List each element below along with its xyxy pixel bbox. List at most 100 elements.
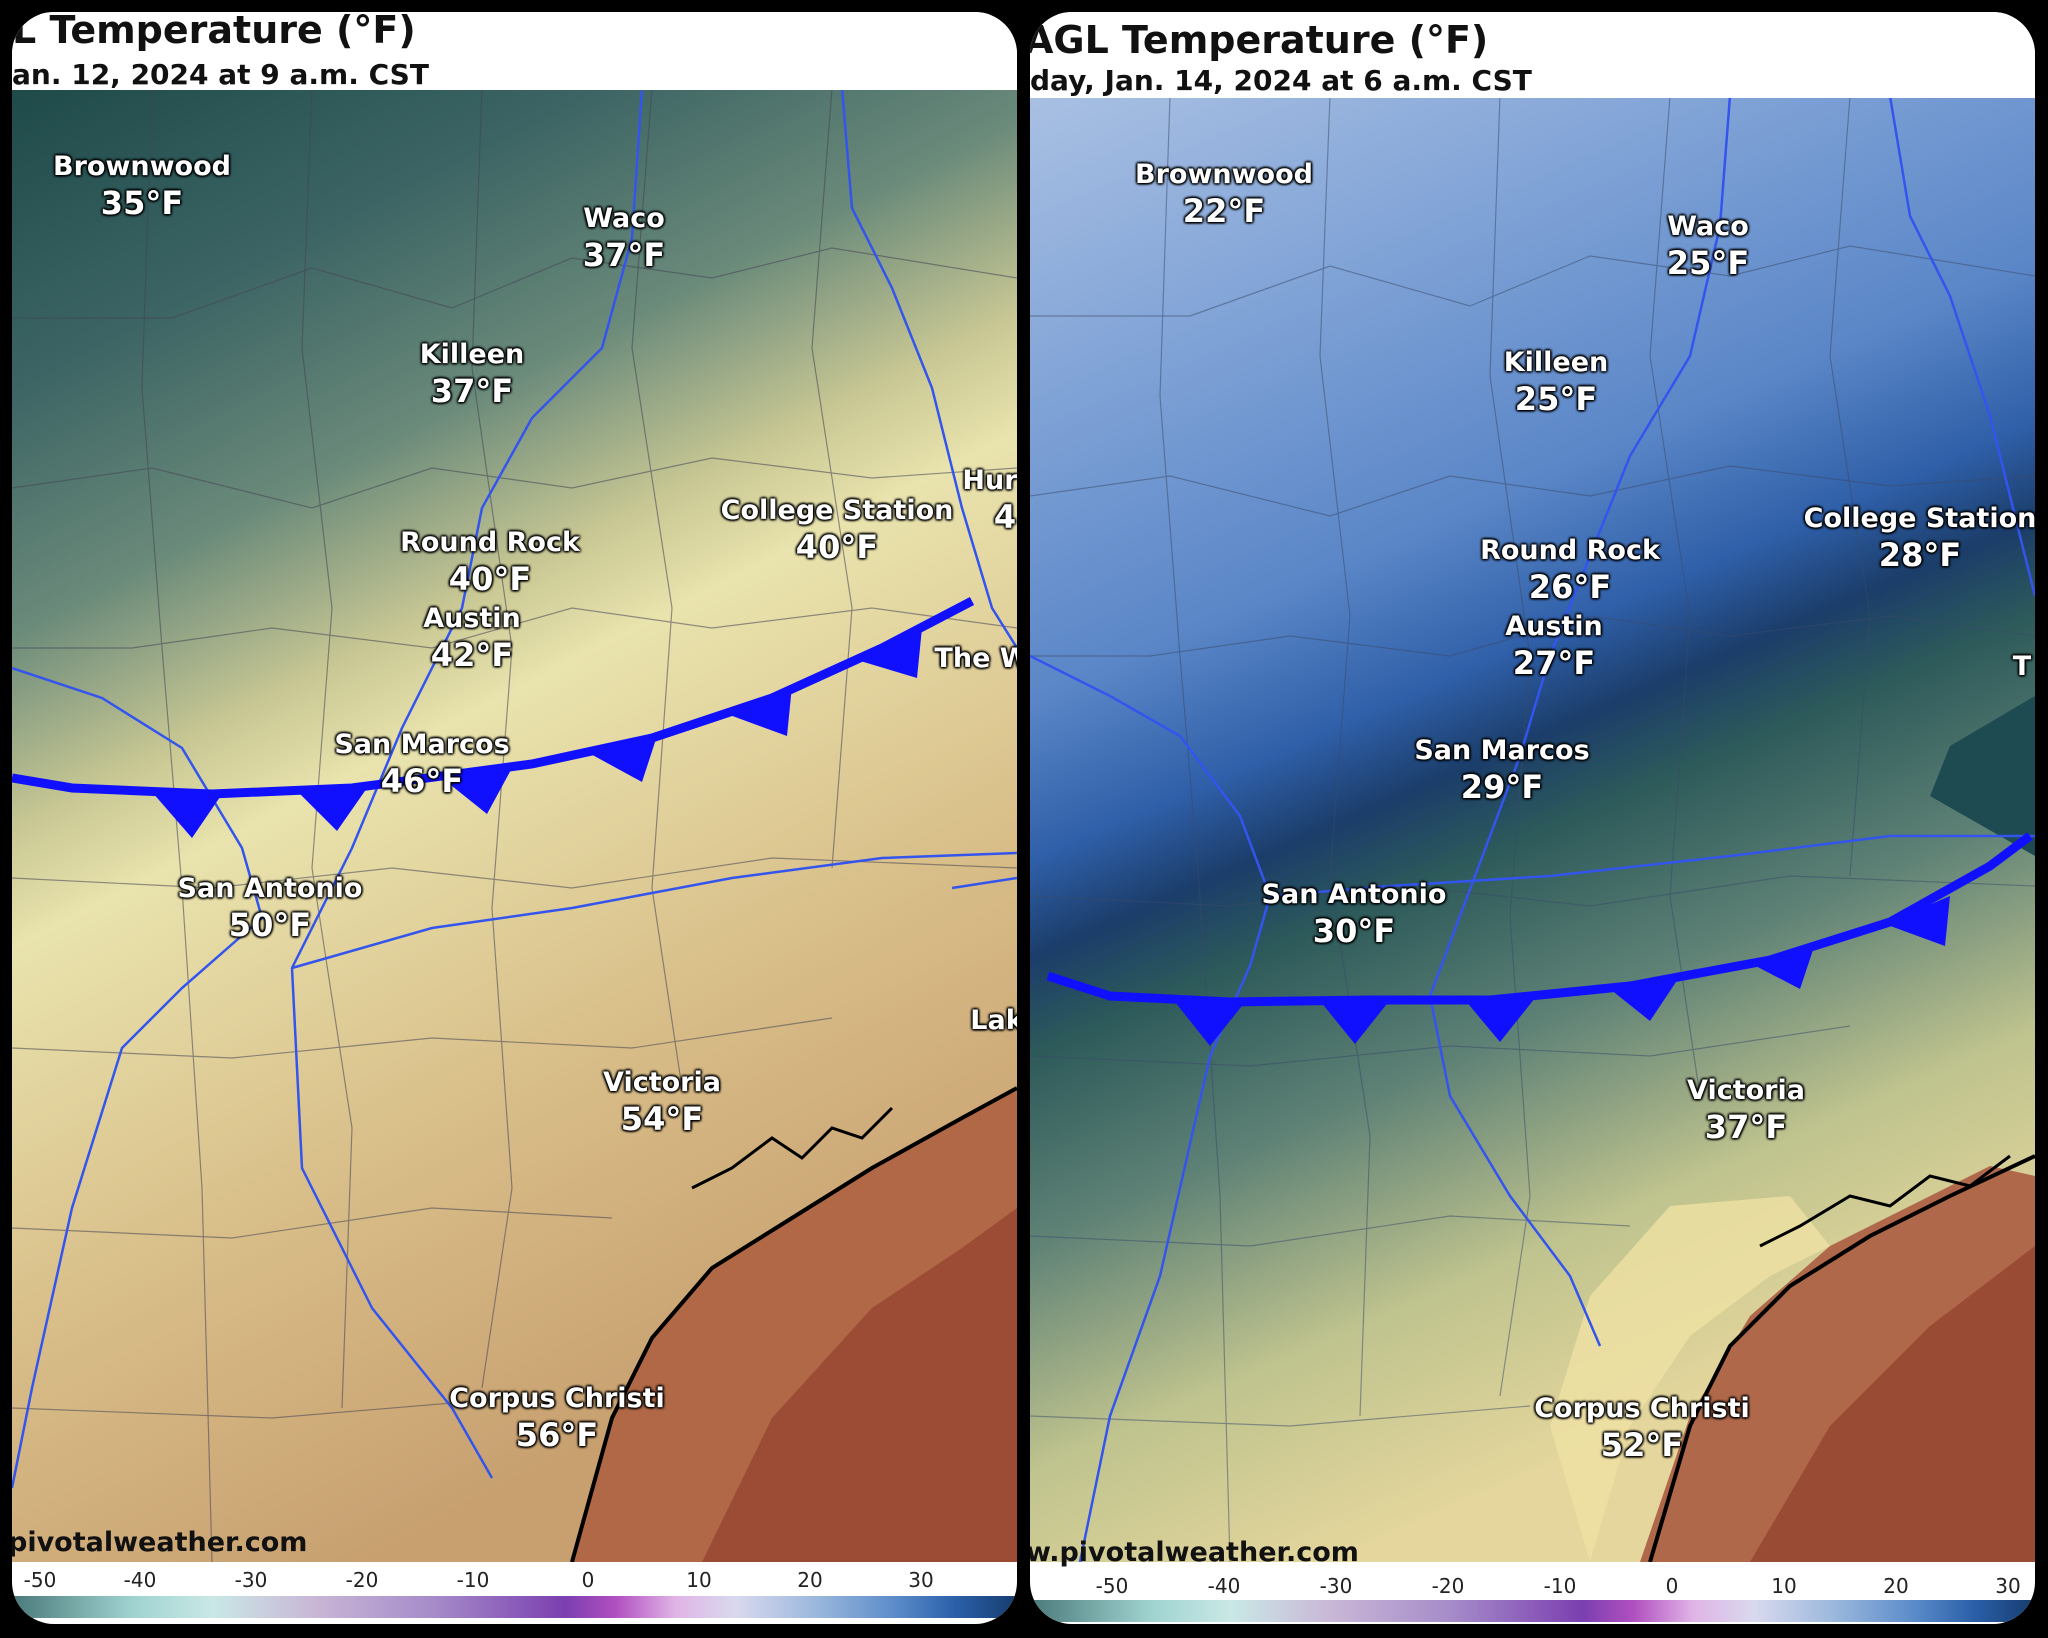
city-temp: 46°F [380,762,464,800]
city-name: College Station [1803,503,2035,534]
city-name: Round Rock [400,527,580,558]
city-temp: 29°F [1460,768,1544,806]
city-label-brownwood: Brownwood 22°F [1135,158,1313,230]
scale-tick: -20 [1431,1574,1465,1598]
city-label-killeen: Killeen 25°F [1504,346,1609,418]
city-label-round-rock: Round Rock 26°F [1480,534,1660,606]
scale-tick: 30 [1995,1574,2021,1598]
scale-tick: 20 [797,1568,823,1592]
city-temp: 37°F [1704,1108,1788,1146]
city-label-san-marcos: San Marcos 29°F [1414,734,1589,806]
city-name: Victoria [603,1067,721,1098]
city-temp: 37°F [582,236,666,274]
temperature-map [12,88,1017,1562]
map-valid-time: day, Jan. 14, 2024 at 6 a.m. CST [1030,64,1532,97]
city-label-partial: T [2013,650,2031,684]
scale-tick: 20 [1883,1574,1909,1598]
scale-tick: -10 [456,1568,490,1592]
city-temp: 42°F [430,636,514,674]
city-temp: 26°F [1528,568,1612,606]
city-temp: 35°F [100,184,184,222]
scale-tick: -10 [1543,1574,1577,1598]
city-label-corpus-christi: Corpus Christi 52°F [1534,1392,1750,1464]
city-temp: 50°F [228,906,312,944]
temperature-map [1030,96,2035,1570]
city-label-partial: Lak [970,1004,1017,1038]
city-name: Austin [423,603,521,634]
city-label-college-station: College Station 40°F [721,494,954,566]
map-header: L Temperature (°F) an. 12, 2024 at 9 a.m… [12,12,1017,91]
city-label-partial: Hur 4 [962,464,1017,536]
city-name: San Antonio [1261,879,1447,910]
city-temp: 52°F [1600,1426,1684,1464]
color-scale-bar [1030,1600,2035,1622]
scale-tick: -20 [345,1568,379,1592]
city-name: Corpus Christi [449,1383,665,1414]
cold-front-triangles [152,628,922,838]
map-title: AGL Temperature (°F) [1030,18,1489,62]
partial-label: Hur [962,465,1017,496]
partial-label: Lak [970,1005,1017,1036]
city-name: Killeen [419,339,525,370]
temperature-field [12,88,1017,1562]
city-name: Corpus Christi [1534,1393,1750,1424]
city-temp: 28°F [1878,536,1962,574]
city-label-round-rock: Round Rock 40°F [400,526,580,598]
scale-tick: -40 [123,1568,157,1592]
city-name: College Station [720,495,954,526]
map-panel-jan-12: Brownwood 35°F Waco 37°F Killeen 37°F Co… [12,12,1017,1624]
city-label-san-antonio: San Antonio 50°F [178,872,363,944]
city-label-waco: Waco 37°F [583,202,665,274]
city-temp: 27°F [1512,644,1596,682]
scale-tick: 0 [1665,1574,1679,1598]
city-name: Victoria [1687,1075,1805,1106]
scale-tick: 10 [1771,1574,1797,1598]
city-label-victoria: Victoria 37°F [1687,1074,1805,1146]
city-label-brownwood: Brownwood 35°F [53,150,231,222]
scale-tick: 30 [908,1568,934,1592]
partial-label: 4 [993,498,1017,536]
city-temp: 30°F [1312,912,1396,950]
cold-front-triangles [1175,896,1950,1046]
scale-tick: 0 [581,1568,595,1592]
city-temp: 56°F [515,1416,599,1454]
city-label-victoria: Victoria 54°F [603,1066,721,1138]
city-label-killeen: Killeen 37°F [420,338,525,410]
city-name: Killeen [1503,347,1609,378]
color-scale-bar [12,1596,1017,1618]
map-header: AGL Temperature (°F) day, Jan. 14, 2024 … [1030,12,2035,98]
cold-front-line [1046,832,2033,1007]
city-temp: 40°F [795,528,879,566]
map-panel-jan-14: Brownwood 22°F Waco 25°F Killeen 25°F Co… [1030,12,2035,1624]
map-title: L Temperature (°F) [12,12,416,52]
cold-front-line [12,597,975,799]
city-label-corpus-christi: Corpus Christi 56°F [449,1382,665,1454]
city-label-austin: Austin 27°F [1505,610,1603,682]
city-temp: 40°F [448,560,532,598]
city-name: San Antonio [177,873,363,904]
city-temp: 25°F [1514,380,1598,418]
partial-label: T [2012,651,2032,682]
scale-tick: -50 [23,1568,57,1592]
city-name: Waco [583,203,665,234]
city-label-waco: Waco 25°F [1667,210,1749,282]
partial-label: The W [934,643,1017,674]
city-label-college-station: College Station 28°F [1804,502,2035,574]
city-temp: 54°F [620,1100,704,1138]
city-name: Brownwood [1135,159,1313,190]
city-name: Round Rock [1480,535,1660,566]
scale-tick: -30 [1319,1574,1353,1598]
city-name: Waco [1667,211,1749,242]
city-temp: 22°F [1182,192,1266,230]
city-label-san-antonio: San Antonio 30°F [1262,878,1447,950]
scale-tick: -30 [234,1568,268,1592]
scale-tick: -50 [1095,1574,1129,1598]
scale-tick: -40 [1207,1574,1241,1598]
city-name: San Marcos [334,729,510,760]
color-scale-labels: -50 -40 -30 -20 -10 0 10 20 30 [1030,1574,2035,1600]
color-scale-labels: -50 -40 -30 -20 -10 0 10 20 30 [12,1568,1017,1594]
source-credit: pivotalweather.com [12,1527,308,1558]
source-credit: w.pivotalweather.com [1030,1537,1359,1568]
scale-tick: 10 [686,1568,712,1592]
city-label-austin: Austin 42°F [423,602,521,674]
